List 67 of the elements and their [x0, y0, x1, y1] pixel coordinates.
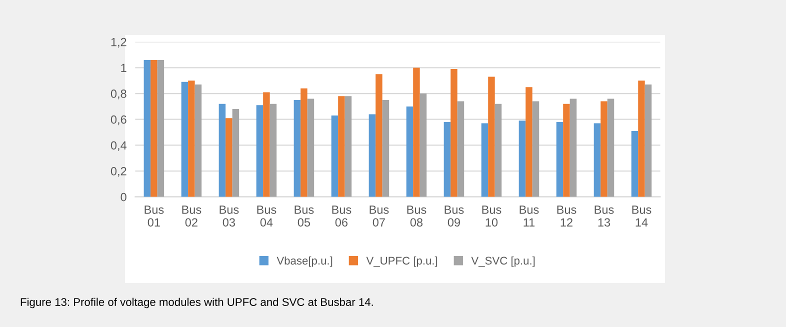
- bar: [157, 60, 164, 197]
- bar: [270, 104, 277, 197]
- bar: [382, 100, 390, 197]
- bar: [188, 80, 195, 197]
- bar: [226, 118, 232, 197]
- bar: [307, 98, 314, 197]
- bar: [413, 68, 420, 197]
- bar: [644, 84, 652, 197]
- bar: [444, 122, 451, 197]
- bar: [300, 88, 308, 197]
- bar: [368, 114, 376, 197]
- bar: [494, 104, 502, 197]
- x-tick-label: Bus 03: [220, 206, 239, 227]
- bar: [263, 92, 270, 197]
- bar: [420, 94, 427, 197]
- bar: [376, 74, 382, 197]
- bar: [344, 96, 352, 197]
- bar: [526, 87, 532, 197]
- bar: [631, 130, 638, 197]
- x-tick-label: Bus 12: [557, 206, 576, 226]
- x-tick-label: Bus 13: [594, 206, 614, 227]
- x-tick-label: Bus 01: [144, 206, 164, 227]
- bar: [518, 120, 526, 197]
- bar: [150, 60, 158, 197]
- bar: [563, 104, 570, 197]
- bar: [144, 60, 151, 197]
- bar: [338, 96, 345, 197]
- x-tick-label: Bus 09: [444, 206, 464, 227]
- x-tick-label: Bus 02: [182, 206, 202, 227]
- bar: [294, 100, 301, 197]
- y-tick-label: 0,8: [110, 90, 126, 100]
- bar: [450, 68, 458, 197]
- x-tick-label: Bus 07: [370, 206, 389, 227]
- bar: [556, 122, 564, 197]
- bar: [481, 123, 488, 197]
- bar: [532, 101, 540, 197]
- bar: [488, 76, 495, 197]
- bar: [600, 101, 608, 197]
- x-tick-label: Bus 11: [520, 206, 539, 226]
- bar: [594, 123, 601, 197]
- legend-label: V_SVC [p.u.]: [471, 256, 535, 267]
- y-tick-label: 0,2: [110, 167, 126, 177]
- bar: [457, 101, 464, 197]
- x-tick-label: Bus 08: [407, 206, 426, 227]
- y-tick-label: 0: [120, 192, 126, 202]
- bar: [570, 98, 577, 197]
- bar: [256, 105, 264, 197]
- bar: [638, 80, 645, 197]
- bar: [181, 82, 188, 197]
- x-tick-label: Bus 14: [632, 206, 652, 226]
- bar: [232, 109, 240, 197]
- legend-label: V_UPFC [p.u.]: [366, 256, 438, 267]
- y-tick-label: 0,4: [110, 141, 127, 151]
- bar: [406, 106, 414, 197]
- bar: [218, 104, 226, 197]
- x-tick-label: Bus 04: [257, 206, 276, 227]
- y-tick-label: 0,6: [110, 115, 126, 126]
- y-tick-label: 1: [121, 64, 126, 72]
- x-tick-label: Bus 06: [332, 206, 352, 227]
- bar: [331, 115, 338, 197]
- x-tick-label: Bus 05: [294, 206, 314, 227]
- caption: Figure 13: Profile of voltage modules with UPFC and SVC at Busbar 14.: [20, 298, 373, 308]
- bar: [607, 98, 614, 197]
- bar: [194, 84, 202, 197]
- legend-label: Vbase[p.u.]: [276, 256, 332, 267]
- y-tick-label: 1,2: [111, 38, 126, 48]
- x-tick-label: Bus 10: [482, 206, 502, 227]
